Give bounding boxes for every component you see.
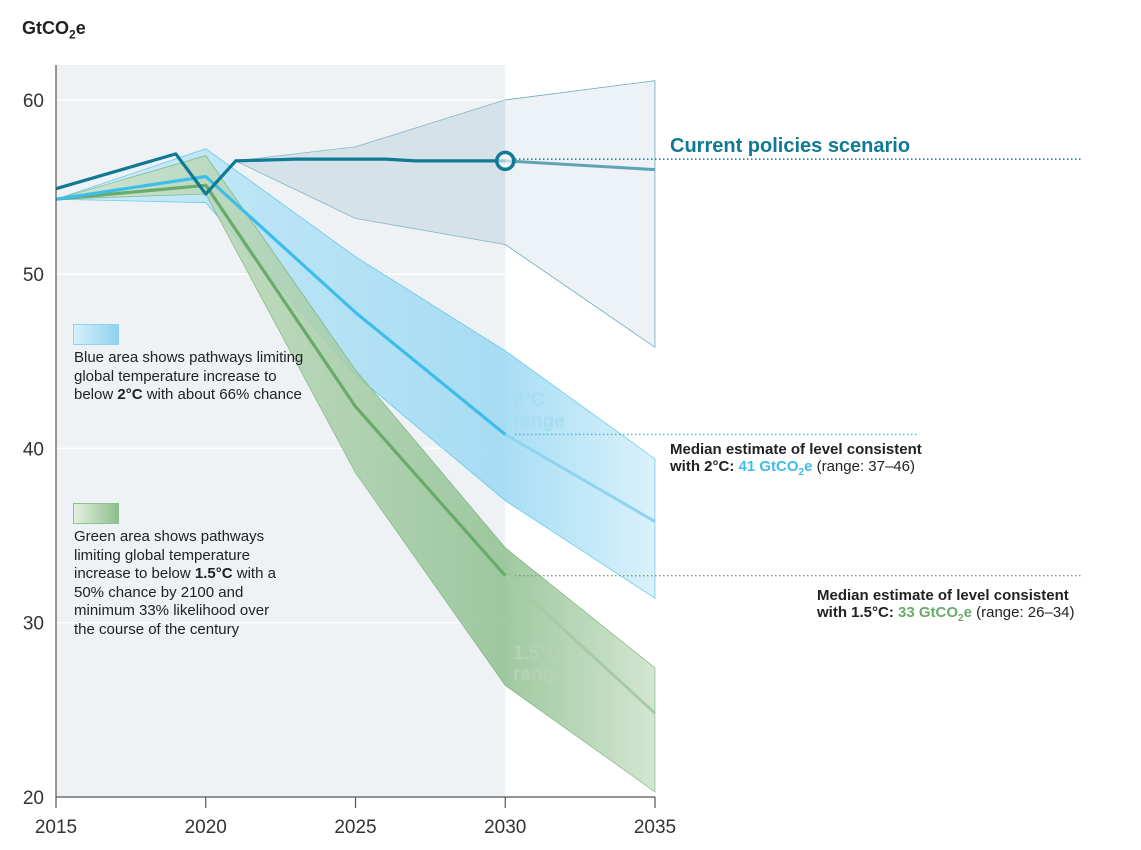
x-tick-label-2030: 2030 — [484, 817, 526, 838]
legend-text-green: Green area shows pathways limiting globa… — [74, 528, 276, 638]
x-tick-label-2025: 2025 — [334, 817, 376, 838]
y-tick-label-30: 30 — [23, 614, 44, 635]
series-line-15c — [55, 183, 507, 577]
projection-line-current-policies — [505, 159, 656, 172]
legend-swatch-green — [73, 503, 119, 524]
y-axis-unit-label: GtCO2e — [22, 18, 86, 42]
x-tick-label-2020: 2020 — [185, 817, 227, 838]
range-area-current-policies-inner — [235, 99, 506, 245]
series-line-current-policies — [55, 152, 506, 196]
legend-swatch-blue — [73, 324, 119, 345]
median-note-15c: Median estimate of level consistent with… — [817, 587, 1075, 624]
series-line-2c — [55, 174, 507, 436]
projection-line-2c — [504, 433, 656, 523]
y-tick-label-60: 60 — [23, 91, 44, 112]
y-tick-label-20: 20 — [23, 788, 44, 809]
current-policies-label: Current policies scenario — [670, 135, 911, 157]
y-tick-label-50: 50 — [23, 265, 44, 286]
range-area-15c — [55, 155, 656, 793]
projection-line-15c — [504, 574, 657, 715]
current-policies-2030-marker — [495, 150, 516, 172]
median-note-2c: Median estimate of level consistent with… — [670, 441, 922, 478]
legend-text-blue: Blue area shows pathways limiting global… — [74, 349, 304, 403]
range-label-15c: 1.5°C range — [513, 643, 565, 685]
y-tick-label-40: 40 — [23, 439, 44, 460]
x-tick-label-2015: 2015 — [35, 817, 77, 838]
range-label-2c: 2°C range — [513, 390, 565, 432]
x-tick-label-2035: 2035 — [634, 817, 676, 838]
